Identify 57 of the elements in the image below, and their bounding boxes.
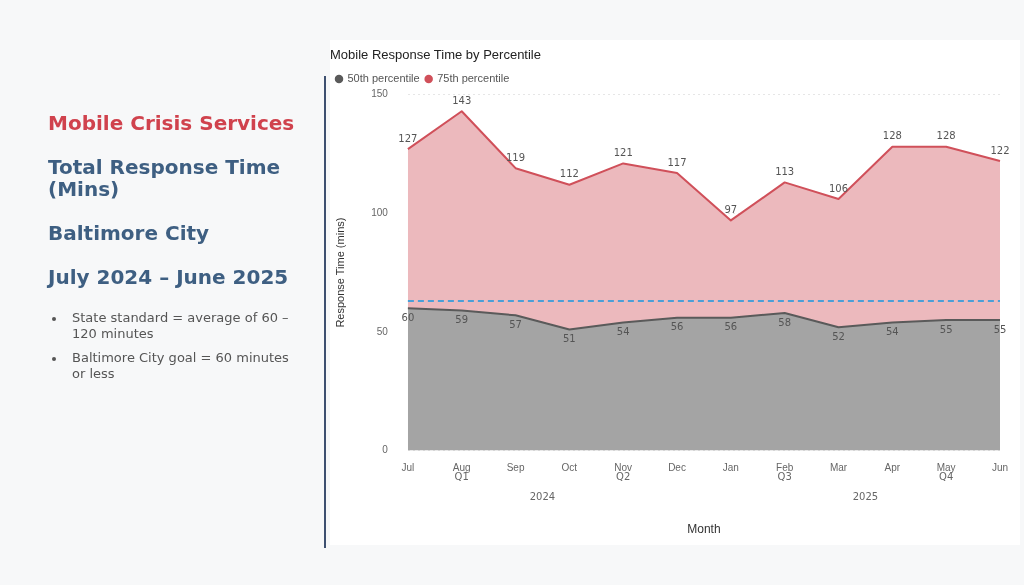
data-label: 55: [939, 323, 953, 335]
data-label: 52: [832, 330, 845, 342]
x-tick-label: May: [936, 462, 956, 474]
x-axis-title: Month: [687, 522, 721, 537]
data-label: 113: [775, 166, 795, 178]
y-tick-label: 150: [371, 88, 389, 100]
text: Q2: [616, 471, 631, 483]
data-label: 58: [778, 316, 792, 328]
x-tick-label: Jan: [722, 462, 739, 474]
text: Total Response Time (Mins): [48, 155, 282, 201]
text: Baltimore City goal = 60 minutes or less: [72, 350, 289, 381]
data-label: 54: [885, 326, 899, 338]
data-label: 51: [563, 333, 576, 345]
data-label: 143: [452, 94, 472, 106]
x-tick-label: Dec: [668, 462, 686, 474]
y-tick-label: 0: [382, 444, 389, 456]
text: July 2024 – June 2025: [48, 265, 290, 289]
data-label: 60: [401, 311, 415, 323]
x-tick-label: Aug: [452, 462, 471, 474]
x-tick-label: Jun: [991, 462, 1009, 474]
data-label: 128: [936, 130, 956, 142]
y-tick-label: 50: [376, 325, 389, 337]
x-tick-label: Jul: [401, 462, 415, 474]
y-axis-title: Response Time (mins): [333, 217, 346, 328]
legend-label: 50th percentile: [347, 72, 420, 85]
chart-title: Mobile Response Time by Percentile: [330, 47, 541, 63]
data-label: 97: [724, 203, 738, 215]
legend-label: 75th percentile: [437, 72, 510, 85]
text: Mobile Crisis Services: [48, 111, 296, 135]
data-label: 57: [509, 318, 522, 330]
data-label: 112: [559, 168, 579, 180]
data-label: 59: [455, 314, 469, 326]
data-label: 128: [882, 130, 902, 142]
data-label: 106: [828, 182, 849, 194]
data-label: 117: [667, 156, 687, 168]
data-label: 121: [613, 147, 633, 159]
data-label: 54: [616, 326, 630, 338]
text: Baltimore City: [48, 221, 211, 245]
x-tick-label: Apr: [884, 462, 901, 474]
data-label: 56: [724, 321, 738, 333]
data-label: 119: [506, 151, 526, 163]
x-tick-label: Nov: [614, 462, 633, 474]
data-label: 122: [990, 144, 1010, 156]
text: 2024: [529, 491, 556, 503]
text: Q1: [454, 471, 469, 483]
data-label: 56: [670, 321, 684, 333]
x-tick-label: Feb: [776, 462, 794, 474]
text: State standard = average of 60 – 120 minutes: [72, 310, 289, 341]
y-tick-label: 100: [371, 207, 389, 219]
data-label: 127: [398, 132, 418, 144]
x-tick-label: Oct: [561, 462, 578, 474]
text: Q3: [777, 471, 792, 483]
text: 2025: [852, 491, 879, 503]
data-label: 55: [993, 323, 1007, 335]
x-tick-label: Sep: [506, 462, 525, 474]
text: Q4: [939, 471, 954, 483]
x-tick-label: Mar: [829, 462, 848, 474]
